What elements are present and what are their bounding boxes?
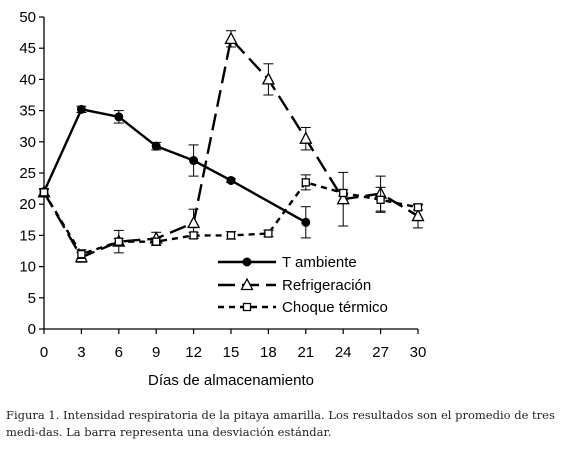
data-point [114,112,124,122]
x-tick-label: 30 [410,344,427,361]
x-tick-label: 18 [260,344,277,361]
series-3 [39,174,423,259]
y-tick-label: 20 [19,196,36,213]
data-point [413,203,423,212]
series-line [42,181,419,256]
data-point [301,217,311,227]
y-tick-label: 15 [19,227,36,244]
x-axis-label: Días de almacenamiento [148,372,314,389]
x-tick-label: 24 [335,344,352,361]
series-line [42,108,307,224]
legend-label: Refrigeración [282,277,371,294]
y-tick-label: 30 [19,134,36,151]
legend-label: T ambiente [282,254,357,271]
legend-marker [240,277,254,291]
data-point [376,195,385,204]
y-tick-label: 25 [19,165,36,182]
data-point [301,178,310,187]
data-point [339,188,348,198]
y-tick-label: 0 [28,321,36,338]
line-chart: 0 5 10 15 20 25 30 35 40 45 50 0 3 6 9 12 15 18 21 24 27 30 T… [19,9,426,389]
data-point [76,104,86,114]
legend-label: Choque térmico [282,299,388,316]
data-point [264,229,273,238]
data-point [151,141,161,151]
data-point [77,249,86,259]
data-point [336,191,350,205]
legend-marker [242,302,252,312]
legend: T ambiente Refrigeración Choque térmico [218,254,388,316]
series-1 [39,104,311,239]
series-line [42,37,419,259]
data-point [189,231,198,240]
y-tick-label: 5 [28,290,36,307]
data-point [226,175,236,185]
x-tick-label: 15 [223,344,240,361]
figure-caption: Figura 1. Intensidad respiratoria de la … [6,408,555,439]
data-point [224,31,238,44]
data-point [261,71,275,85]
series-2 [37,30,425,263]
x-tick-label: 3 [77,344,85,361]
data-point [411,208,425,222]
x-tick-label: 9 [152,344,160,361]
data-point [189,156,199,166]
data-point [114,237,123,246]
x-tick-label: 0 [40,344,48,361]
series-layer [37,30,425,263]
legend-marker [242,257,252,267]
y-tick-label: 35 [19,103,36,120]
x-tick-label: 27 [372,344,389,361]
y-tick-label: 10 [19,259,36,276]
y-tick-label: 45 [19,40,36,57]
y-tick-label: 40 [19,71,36,88]
data-point [187,215,201,229]
data-point [226,231,236,240]
axes: 0 5 10 15 20 25 30 35 40 45 50 0 3 6 9 12 15 18 21 24 27 30 [19,9,426,361]
x-tick-label: 12 [185,344,202,361]
x-tick-label: 21 [297,344,314,361]
data-point [299,131,313,144]
data-point [39,188,49,197]
x-tick-label: 6 [115,344,123,361]
data-point [152,237,161,246]
y-tick-label: 50 [19,9,36,26]
